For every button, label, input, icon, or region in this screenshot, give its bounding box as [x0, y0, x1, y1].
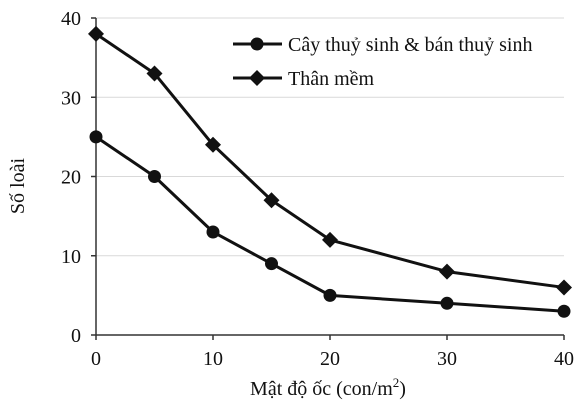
legend-item-series-2: Thân mềm [233, 68, 375, 90]
legend-marker-circle [250, 37, 264, 51]
series-1-point-10 [206, 225, 220, 239]
x-tick-label-10: 10 [203, 348, 223, 370]
series-2 [88, 25, 572, 296]
series-1-point-0 [89, 130, 103, 144]
series-1-line [95, 135, 565, 313]
series-1-point-20 [323, 288, 337, 302]
x-axis-label-suffix: ) [399, 378, 406, 400]
x-tick-label-0: 0 [91, 348, 101, 370]
series-2-point-30 [439, 263, 455, 280]
y-tick-label-30: 30 [61, 87, 81, 109]
x-axis-label: Mật độ ốc (con/m2) [250, 375, 406, 400]
series-2-point-20 [322, 231, 338, 248]
series-1-point-5 [148, 170, 161, 183]
x-tick-labels: 0 10 20 30 40 [91, 335, 574, 370]
series-2-point-10 [205, 136, 221, 153]
legend-marker-diamond [249, 70, 265, 86]
series-2-point-15 [263, 192, 280, 209]
x-tick-label-20: 20 [320, 348, 340, 370]
x-axis-label-superscript: 2 [393, 375, 400, 390]
y-tick-label-40: 40 [61, 8, 81, 30]
x-axis-label-main: Mật độ ốc (con/m [250, 378, 393, 400]
series-2-point-0 [88, 25, 104, 42]
x-tick-label-30: 30 [437, 348, 457, 370]
y-tick-label-10: 10 [61, 246, 81, 268]
y-tick-label-20: 20 [61, 167, 81, 189]
legend-label-series-2: Thân mềm [288, 68, 375, 90]
series-1-point-40 [557, 304, 571, 318]
series-1-point-30 [440, 296, 454, 310]
y-axis-label: Số loài [7, 158, 29, 215]
series-2-point-5 [146, 65, 163, 82]
y-tick-labels: 0 10 20 30 40 [61, 8, 96, 347]
x-tick-label-40: 40 [554, 348, 574, 370]
legend-label-series-1: Cây thuỷ sinh & bán thuỷ sinh [288, 34, 532, 56]
series-2-point-40 [556, 279, 572, 296]
series-1-point-15 [265, 257, 278, 271]
series-1 [89, 130, 571, 318]
y-tick-label-0: 0 [71, 325, 81, 347]
legend-item-series-1: Cây thuỷ sinh & bán thuỷ sinh [233, 34, 532, 56]
series-layer [88, 25, 572, 318]
legend: Cây thuỷ sinh & bán thuỷ sinh Thân mềm [233, 34, 532, 90]
